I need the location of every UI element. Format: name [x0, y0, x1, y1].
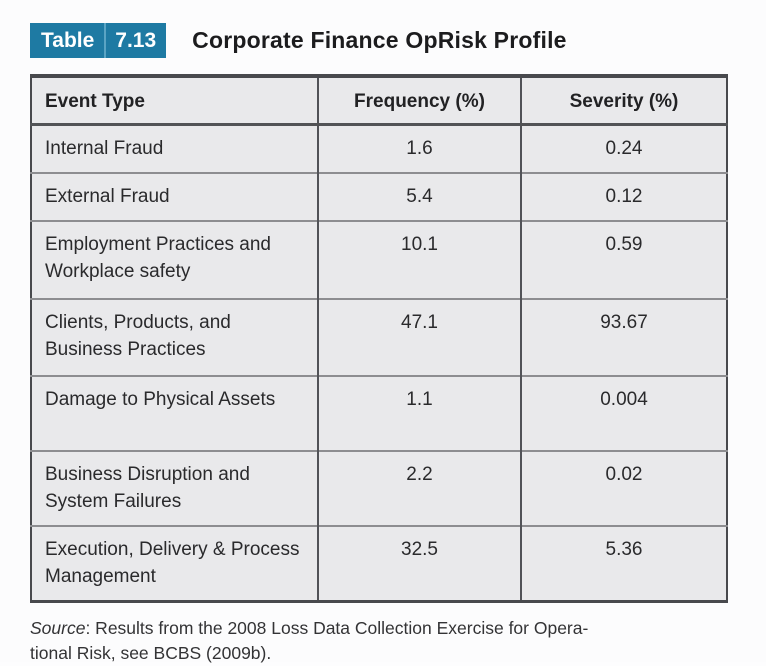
source-text-line2: tional Risk, see BCBS (2009b).: [30, 642, 272, 663]
table-title: Corporate Finance OpRisk Profile: [192, 26, 567, 53]
frequency-cell: 1.1: [317, 375, 521, 452]
source-note: Source: Results from the 2008 Loss Data …: [30, 616, 736, 666]
table-row: Internal Fraud 1.6 0.24: [31, 124, 727, 174]
header-row: Event Type Frequency (%) Severity (%): [31, 76, 727, 126]
oprisk-profile-table: Event Type Frequency (%) Severity (%) In…: [30, 74, 728, 603]
table-row: Damage to Physical Assets 1.1 0.004: [31, 375, 727, 452]
col-header-frequency: Frequency (%): [317, 76, 521, 126]
event-type-cell: Damage to Physical Assets: [31, 375, 318, 452]
event-type-cell: Business Disruption and System Failures: [31, 450, 318, 527]
table-row: Execution, Delivery & Process Management…: [31, 525, 727, 602]
severity-cell: 93.67: [520, 298, 727, 377]
table-row: Clients, Products, and Business Practice…: [31, 298, 727, 377]
col-header-event-type: Event Type: [31, 76, 318, 126]
source-text-line1: : Results from the 2008 Loss Data Collec…: [85, 617, 589, 638]
frequency-cell: 1.6: [317, 124, 521, 174]
col-header-severity: Severity (%): [520, 76, 727, 126]
severity-cell: 0.12: [520, 172, 727, 222]
severity-cell: 0.004: [520, 375, 727, 452]
event-type-cell: Clients, Products, and Business Practice…: [31, 298, 318, 377]
source-label: Source: [30, 617, 86, 638]
table-row: Business Disruption and System Failures …: [31, 450, 727, 527]
event-type-cell: Internal Fraud: [31, 124, 318, 174]
severity-cell: 5.36: [520, 525, 727, 602]
event-type-cell: Execution, Delivery & Process Management: [31, 525, 318, 602]
event-type-cell: Employment Practices and Workplace safet…: [31, 220, 318, 300]
table-row: External Fraud 5.4 0.12: [31, 172, 727, 222]
badge-label: Table: [41, 28, 95, 52]
table-caption: Table 7.13 Corporate Finance OpRisk Prof…: [30, 22, 736, 58]
table-row: Employment Practices and Workplace safet…: [31, 220, 727, 300]
frequency-cell: 5.4: [317, 172, 521, 222]
frequency-cell: 32.5: [317, 525, 521, 602]
event-type-cell: External Fraud: [31, 172, 318, 222]
frequency-cell: 10.1: [317, 220, 521, 300]
badge-number: 7.13: [104, 22, 166, 58]
severity-cell: 0.24: [520, 124, 727, 174]
frequency-cell: 47.1: [317, 298, 521, 377]
severity-cell: 0.02: [520, 450, 727, 527]
severity-cell: 0.59: [520, 220, 727, 300]
frequency-cell: 2.2: [317, 450, 521, 527]
table-number-badge: Table 7.13: [30, 22, 167, 58]
